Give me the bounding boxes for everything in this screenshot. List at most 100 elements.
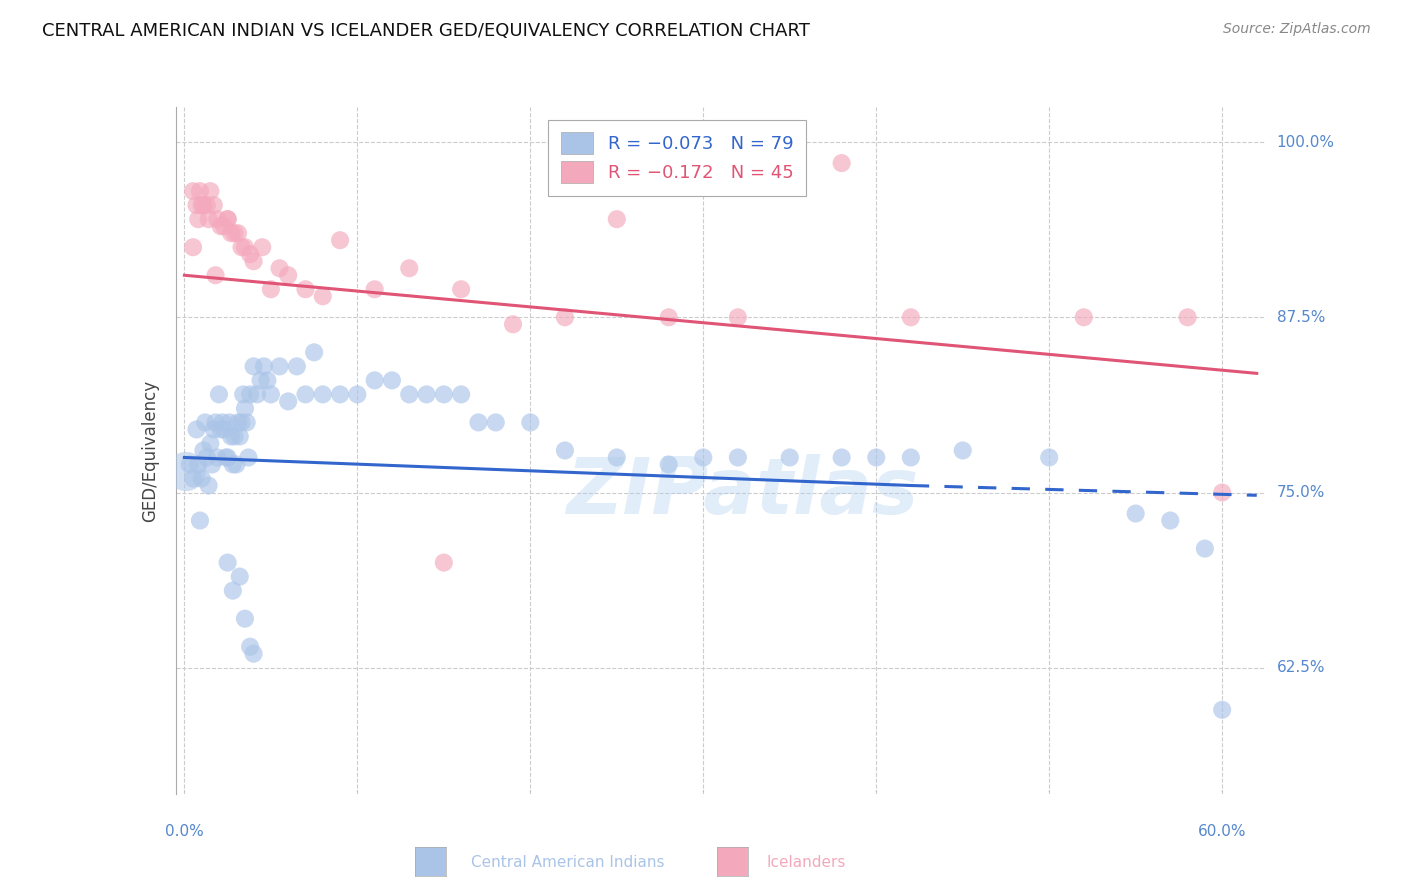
Point <box>224 429 246 443</box>
Point <box>209 219 232 234</box>
Point <box>658 310 681 325</box>
Point <box>1211 703 1233 717</box>
Point <box>235 416 257 430</box>
Point <box>363 282 385 296</box>
Point <box>212 422 235 436</box>
Point <box>233 401 256 416</box>
Point <box>302 345 325 359</box>
Point <box>242 647 264 661</box>
Point <box>181 471 204 485</box>
Point <box>181 184 204 198</box>
Legend: R = −0.073   N = 79, R = −0.172   N = 45: R = −0.073 N = 79, R = −0.172 N = 45 <box>548 120 806 196</box>
Point <box>202 198 225 212</box>
Point <box>197 212 219 227</box>
Point <box>193 198 215 212</box>
Point <box>519 416 541 430</box>
Point <box>233 240 256 254</box>
Point <box>269 261 291 276</box>
Point <box>217 212 239 227</box>
Point <box>329 233 352 247</box>
Point <box>217 212 239 227</box>
Point <box>174 465 197 479</box>
Point <box>554 310 576 325</box>
Point <box>249 373 271 387</box>
Point <box>485 416 508 430</box>
Point <box>239 387 262 401</box>
Point <box>253 359 276 374</box>
Text: 75.0%: 75.0% <box>1277 485 1324 500</box>
Point <box>502 318 524 332</box>
Point <box>554 443 576 458</box>
Point <box>312 387 335 401</box>
Point <box>181 240 204 254</box>
Point <box>238 450 260 465</box>
Text: 87.5%: 87.5% <box>1277 310 1324 325</box>
Point <box>200 436 222 450</box>
Text: ZIPatlas: ZIPatlas <box>567 454 918 530</box>
Point <box>900 310 922 325</box>
Point <box>398 261 420 276</box>
Point <box>188 514 211 528</box>
Point <box>242 254 264 268</box>
Point <box>239 247 262 261</box>
Text: 62.5%: 62.5% <box>1277 660 1324 675</box>
Point <box>900 450 922 465</box>
Point <box>779 450 801 465</box>
Point <box>658 458 681 472</box>
Point <box>231 240 253 254</box>
Point <box>692 450 714 465</box>
Point <box>467 416 489 430</box>
Point <box>207 212 229 227</box>
Point <box>1177 310 1199 325</box>
Point <box>217 450 239 465</box>
Point <box>727 310 749 325</box>
Point <box>269 359 291 374</box>
Text: 60.0%: 60.0% <box>1198 824 1246 839</box>
Point <box>218 416 240 430</box>
Point <box>211 416 233 430</box>
Point <box>225 458 247 472</box>
Point <box>212 219 235 234</box>
Point <box>260 282 283 296</box>
Point <box>865 450 887 465</box>
Point <box>187 458 209 472</box>
Point <box>202 422 225 436</box>
Point <box>219 429 242 443</box>
Point <box>415 387 437 401</box>
Text: CENTRAL AMERICAN INDIAN VS ICELANDER GED/EQUIVALENCY CORRELATION CHART: CENTRAL AMERICAN INDIAN VS ICELANDER GED… <box>42 22 810 40</box>
Point <box>186 198 208 212</box>
Text: Central American Indians: Central American Indians <box>471 855 665 870</box>
Point <box>433 556 456 570</box>
Point <box>222 583 245 598</box>
Point <box>606 450 628 465</box>
Point <box>1159 514 1181 528</box>
Point <box>209 422 232 436</box>
Point <box>450 387 472 401</box>
Point <box>229 569 252 583</box>
Point <box>195 198 218 212</box>
Point <box>186 422 208 436</box>
Point <box>1038 450 1060 465</box>
Point <box>204 268 226 283</box>
Point <box>450 282 472 296</box>
Y-axis label: GED/Equivalency: GED/Equivalency <box>141 379 159 522</box>
Point <box>193 443 215 458</box>
Point <box>233 612 256 626</box>
Point <box>195 450 218 465</box>
Point <box>188 184 211 198</box>
Point <box>208 387 231 401</box>
Point <box>1194 541 1216 556</box>
Point <box>277 268 299 283</box>
Point <box>381 373 404 387</box>
Point <box>260 387 283 401</box>
Point <box>433 387 456 401</box>
Point <box>285 359 308 374</box>
Point <box>231 416 253 430</box>
Point <box>242 359 264 374</box>
Point <box>252 240 274 254</box>
Point <box>606 212 628 227</box>
Point <box>329 387 352 401</box>
Point <box>232 387 254 401</box>
Text: 0.0%: 0.0% <box>165 824 204 839</box>
Point <box>217 556 239 570</box>
